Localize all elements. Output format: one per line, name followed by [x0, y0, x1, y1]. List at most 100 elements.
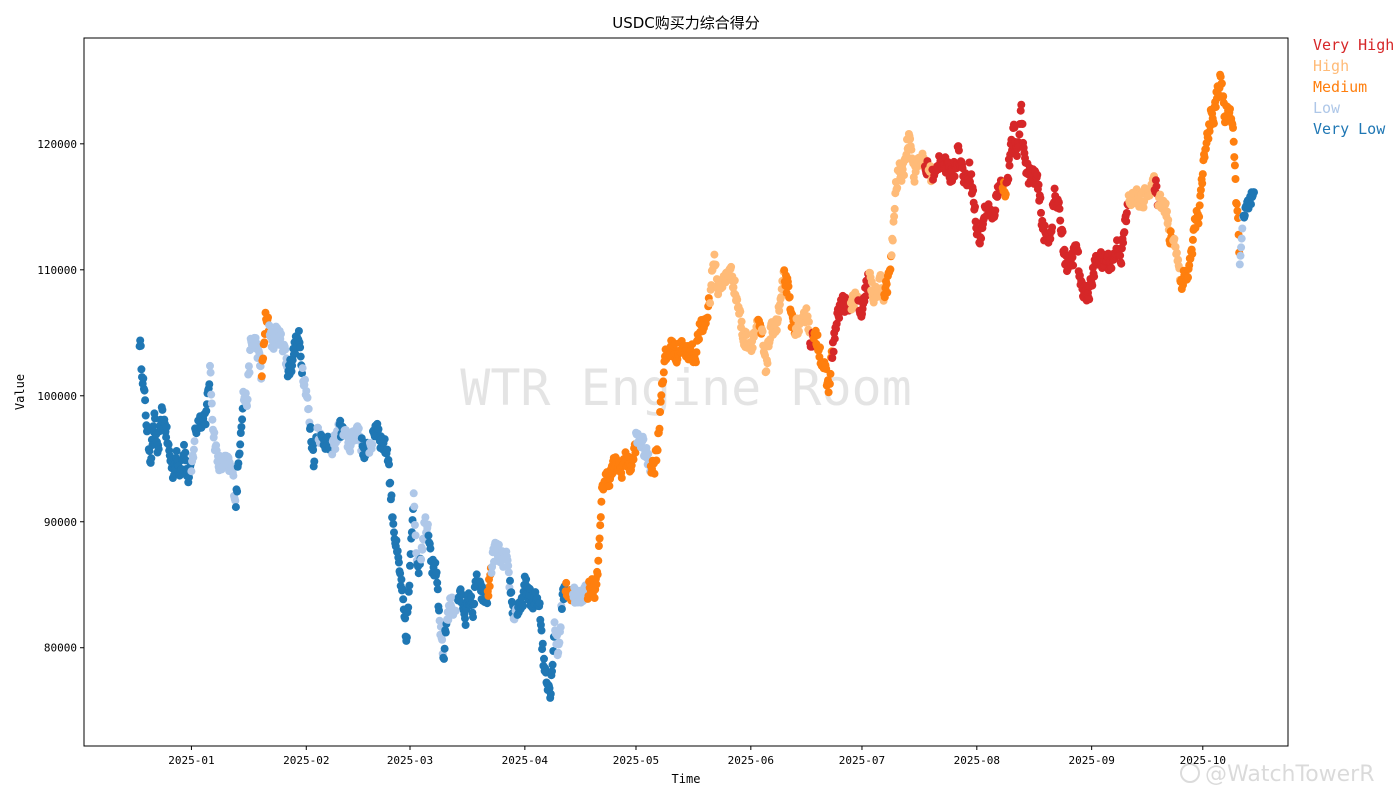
data-point — [406, 561, 414, 570]
data-point — [554, 648, 563, 657]
data-point — [596, 513, 605, 522]
data-point — [1088, 281, 1097, 290]
data-point — [236, 429, 245, 437]
data-point — [971, 217, 980, 226]
data-point — [397, 575, 406, 584]
data-point — [241, 389, 250, 398]
data-point — [1116, 251, 1125, 260]
data-point — [887, 251, 896, 260]
data-point — [742, 331, 751, 339]
data-point — [189, 453, 198, 462]
data-point — [467, 592, 476, 601]
data-point — [236, 440, 245, 449]
data-point — [393, 547, 402, 555]
data-point — [1119, 238, 1128, 247]
data-point — [861, 292, 870, 301]
data-point — [522, 575, 531, 584]
data-point — [775, 306, 784, 315]
data-point — [1170, 234, 1179, 243]
data-point — [1216, 72, 1225, 81]
data-point — [506, 576, 514, 585]
data-point — [777, 293, 786, 302]
data-point — [965, 158, 974, 167]
data-point — [590, 594, 599, 602]
data-point — [504, 561, 513, 570]
data-point — [656, 397, 665, 406]
y-tick-label: 90000 — [44, 516, 77, 529]
data-point — [1004, 175, 1013, 184]
data-point — [1033, 170, 1042, 179]
x-tick-label: 2025-09 — [1068, 754, 1114, 767]
data-point — [154, 445, 163, 454]
data-point — [1237, 243, 1246, 252]
data-point — [386, 478, 395, 487]
data-point — [1198, 179, 1207, 188]
data-point — [1040, 221, 1049, 230]
data-point — [418, 545, 427, 554]
data-point — [1236, 251, 1245, 260]
x-axis-ticks: 2025-01 2025-02 2025-03 2025-04 2025-05 2025-… — [168, 746, 1226, 767]
data-point — [954, 146, 963, 155]
data-point — [202, 406, 211, 415]
data-point — [1016, 106, 1025, 115]
data-point — [435, 616, 444, 625]
data-point — [410, 521, 419, 529]
data-point — [1185, 261, 1194, 270]
data-point — [1139, 203, 1148, 212]
data-point — [1050, 184, 1059, 193]
x-tick-label: 2025-10 — [1180, 754, 1226, 767]
data-point — [383, 445, 392, 454]
data-point — [849, 302, 858, 311]
data-point — [1117, 259, 1126, 268]
data-point — [461, 621, 470, 629]
data-point — [1018, 120, 1027, 128]
data-point — [593, 570, 602, 579]
data-point — [234, 459, 243, 468]
data-point — [546, 689, 555, 698]
data-point — [277, 330, 285, 338]
data-point — [537, 626, 546, 635]
data-point — [244, 362, 253, 371]
data-point — [1122, 209, 1131, 217]
data-point — [1230, 161, 1239, 170]
data-point — [306, 423, 315, 431]
data-point — [594, 556, 603, 565]
y-axis-label: Value — [13, 374, 27, 410]
data-point — [890, 204, 899, 213]
data-point — [164, 440, 173, 449]
data-point — [1163, 207, 1171, 216]
data-point — [557, 605, 566, 613]
data-point — [388, 513, 397, 522]
data-point — [727, 262, 736, 271]
data-point — [438, 635, 447, 644]
data-point — [656, 408, 665, 416]
data-point — [1235, 260, 1244, 269]
legend-entry: Very High — [1313, 36, 1394, 54]
data-point — [1046, 234, 1055, 243]
data-point — [380, 435, 389, 444]
data-point — [139, 374, 148, 383]
data-point — [469, 613, 477, 622]
data-point — [540, 654, 548, 663]
data-point — [145, 447, 154, 456]
data-point — [605, 481, 614, 490]
data-point — [1184, 273, 1192, 282]
data-point — [1250, 188, 1258, 197]
data-point — [392, 536, 401, 545]
data-point — [243, 402, 251, 410]
data-point — [1001, 190, 1010, 199]
data-point — [426, 544, 435, 553]
data-point — [1152, 182, 1161, 191]
data-point — [483, 599, 492, 608]
data-point — [1074, 247, 1083, 256]
legend-entry: Very Low — [1313, 120, 1386, 138]
data-point — [1085, 295, 1094, 304]
data-point — [1188, 235, 1197, 244]
data-point — [394, 558, 403, 567]
data-point — [1247, 200, 1255, 209]
data-point — [1090, 272, 1099, 281]
data-point — [441, 628, 450, 637]
data-point — [264, 313, 272, 322]
data-point — [189, 445, 198, 454]
data-point — [354, 424, 363, 433]
